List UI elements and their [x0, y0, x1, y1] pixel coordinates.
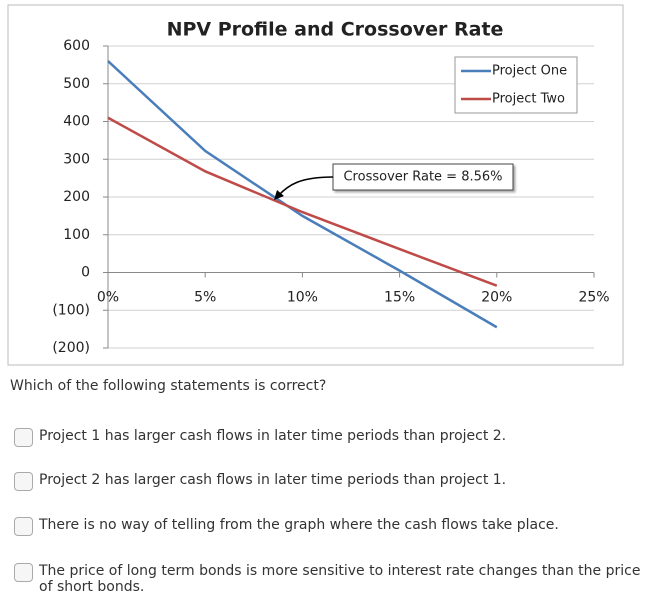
option-text: Project 1 has larger cash flows in later…: [39, 428, 507, 444]
legend-label: Project Two: [492, 92, 565, 107]
y-tick-label: 300: [63, 151, 90, 167]
y-tick-label: 0: [81, 265, 90, 281]
x-tick-label: 0%: [97, 290, 119, 306]
legend-label: Project One: [492, 64, 567, 79]
y-tick-label: 400: [63, 114, 90, 130]
x-tick-label: 5%: [194, 290, 216, 306]
y-tick-label: 200: [63, 189, 90, 205]
option-text: There is no way of telling from the grap…: [39, 517, 559, 533]
option[interactable]: Project 1 has larger cash flows in later…: [14, 428, 654, 447]
checkbox[interactable]: [14, 563, 33, 582]
option-text: Project 2 has larger cash flows in later…: [39, 472, 507, 488]
chart: NPV Profile and Crossover Rate (200) (100…: [7, 4, 624, 366]
option-text: The price of long term bonds is more sen…: [39, 563, 641, 595]
x-tick-label: 20%: [481, 290, 512, 306]
x-tick-label: 15%: [384, 290, 415, 306]
arrow-head: [274, 190, 284, 200]
y-tick-label: (200): [52, 340, 90, 356]
legend: Project One Project Two: [454, 56, 578, 114]
annotation: Crossover Rate = 8.56%: [343, 170, 502, 185]
option[interactable]: There is no way of telling from the grap…: [14, 517, 654, 536]
option[interactable]: Project 2 has larger cash flows in later…: [14, 472, 654, 491]
checkbox[interactable]: [14, 517, 33, 536]
y-tick-label: 100: [63, 227, 90, 243]
series-line: [107, 116, 498, 287]
legend-box: [454, 56, 578, 114]
y-tick-label: 500: [63, 76, 90, 92]
x-tick-label: 10%: [287, 290, 318, 306]
checkbox[interactable]: [14, 428, 33, 447]
x-tick-label: 25%: [578, 290, 609, 306]
y-tick-label: 600: [63, 38, 90, 54]
question: Which of the following statements is cor…: [10, 378, 327, 394]
y-tick-label: (100): [52, 302, 90, 318]
option[interactable]: The price of long term bonds is more sen…: [14, 563, 654, 595]
checkbox[interactable]: [14, 472, 33, 491]
chart-title: NPV Profile and Crossover Rate: [167, 19, 504, 41]
series-line: [107, 60, 498, 329]
annotation-box: [332, 163, 514, 191]
